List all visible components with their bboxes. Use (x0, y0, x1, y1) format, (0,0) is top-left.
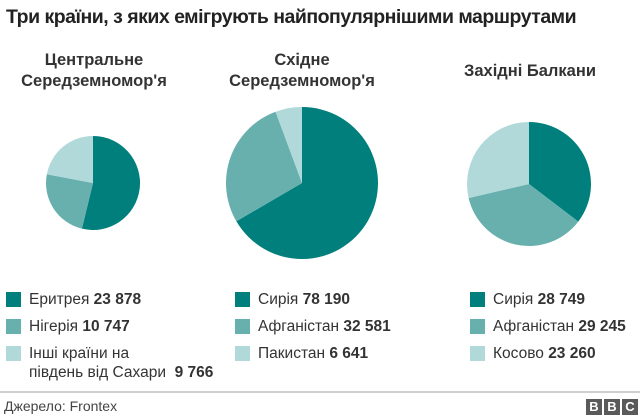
pie-title-eastern-med: Східне Середземномор'я (206, 50, 398, 92)
pie-title-line2: Середземномор'я (21, 72, 167, 90)
pie-title-western-balkans: Західні Балкани (436, 61, 624, 82)
bbc-logo-letter: B (586, 399, 602, 415)
pie-chart-eastern-med (226, 107, 378, 259)
footer-divider (0, 391, 640, 393)
pie-slice (467, 122, 529, 199)
swatch-light (470, 346, 485, 361)
legend-label: Пакистан (258, 345, 326, 362)
legend-label: Сирія (493, 291, 534, 308)
pie-slice (46, 174, 93, 229)
legend-value: 23 260 (548, 345, 596, 362)
pie-slice (236, 107, 378, 259)
swatch-light (6, 346, 21, 361)
legend-value: 23 878 (93, 291, 142, 308)
pie-title-line1: Західні Балкани (464, 62, 596, 80)
pie-slice (529, 122, 591, 222)
swatch-dark (470, 292, 485, 307)
bbc-logo-letter: C (622, 399, 638, 415)
legend-label: Афганістан (493, 318, 575, 335)
bbc-logo: B B C (586, 399, 638, 415)
chart-title: Три країни, з яких емігрують найпопулярн… (6, 6, 577, 28)
legend-item: Косово 23 260 (470, 344, 626, 363)
legend-label: Косово (493, 345, 544, 362)
legend-item: Сирія 78 190 (235, 290, 391, 309)
swatch-mid (235, 319, 250, 334)
legend-value: 9 766 (174, 364, 214, 381)
pie-slice (46, 136, 93, 183)
legend-value: 6 641 (329, 345, 369, 362)
legend-label: Нігерія (29, 318, 79, 335)
swatch-dark (235, 292, 250, 307)
legend-label: Еритрея (29, 291, 90, 308)
legend-eastern-med: Сирія 78 190 Афганістан 32 581 Пакистан … (235, 290, 391, 371)
legend-item: Афганістан 32 581 (235, 317, 391, 336)
legend-item: Афганістан 29 245 (470, 317, 626, 336)
swatch-mid (470, 319, 485, 334)
legend-label: Афганістан (258, 318, 340, 335)
legend-value: 29 245 (578, 318, 626, 335)
pie-chart-central-med (46, 136, 141, 230)
swatch-dark (6, 292, 21, 307)
pie-title-central-med: Центральне Середземномор'я (0, 50, 188, 92)
legend-item: Нігерія 10 747 (6, 317, 213, 336)
legend-value: 10 747 (82, 318, 130, 335)
bbc-logo-letter: B (604, 399, 620, 415)
pie-slice (275, 107, 302, 183)
legend-central-med: Еритрея 23 878 Нігерія 10 747 Інші країн… (6, 290, 213, 390)
legend-value: 32 581 (343, 318, 391, 335)
legend-western-balkans: Сирія 28 749 Афганістан 29 245 Косово 23… (470, 290, 626, 371)
pie-slice (226, 111, 302, 222)
pie-title-line1: Центральне (44, 51, 144, 69)
source-note: Джерело: Frontex (4, 398, 118, 414)
legend-label: Сирія (258, 291, 299, 308)
legend-item: Еритрея 23 878 (6, 290, 213, 309)
swatch-mid (6, 319, 21, 334)
pie-chart-western-balkans (467, 122, 591, 246)
pie-title-line2: Середземномор'я (229, 72, 375, 90)
pie-charts (46, 107, 591, 259)
pie-slice (81, 136, 141, 230)
legend-item: Пакистан 6 641 (235, 344, 391, 363)
legend-value: 28 749 (537, 291, 586, 308)
legend-label-line2: південь від Сахари (29, 364, 166, 381)
pie-title-line1: Східне (274, 51, 330, 69)
legend-item: Інші країни на південь від Сахари 9 766 (6, 344, 213, 382)
legend-item: Сирія 28 749 (470, 290, 626, 309)
legend-label: Інші країни на (29, 345, 130, 362)
swatch-light (235, 346, 250, 361)
pie-slice (468, 184, 579, 246)
legend-value: 78 190 (302, 291, 351, 308)
